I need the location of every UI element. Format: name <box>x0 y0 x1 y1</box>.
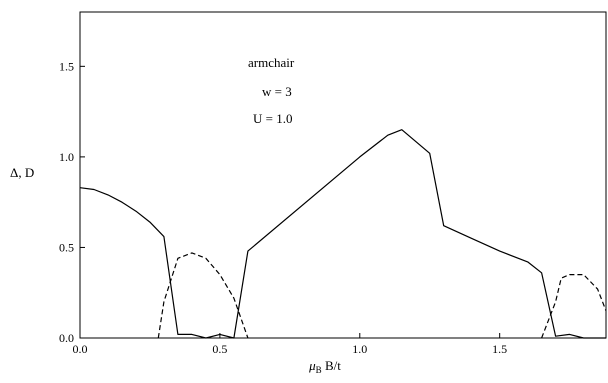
dashed-series-line <box>157 252 249 339</box>
annotation-armchair: armchair <box>248 55 295 70</box>
x-tick-label: 0.5 <box>212 342 227 356</box>
x-tick-label: 1.5 <box>492 342 507 356</box>
x-tick-label: 0.0 <box>73 342 88 356</box>
x-axis-label: μB B/t <box>308 358 341 375</box>
x-axis-label-mu: μ <box>308 358 316 373</box>
ticks <box>79 65 501 339</box>
y-tick-label: 1.5 <box>59 59 74 73</box>
x-axis-label-rest: B/t <box>322 358 342 373</box>
x-tick-label: 1.0 <box>352 342 367 356</box>
plot-frame <box>79 11 607 339</box>
x-axis-label-sub: B <box>316 365 322 375</box>
dashed-series-line <box>541 274 607 339</box>
solid-series-line <box>79 129 606 339</box>
tick-labels: 0.0 0.5 1.0 1.5 0.0 0.5 1.0 1.5 <box>59 59 507 356</box>
y-tick-label: 0.0 <box>59 331 74 345</box>
series-group <box>79 129 607 339</box>
y-tick-label: 0.5 <box>59 240 74 254</box>
y-axis-label: Δ, D <box>10 165 34 180</box>
y-tick-label: 1.0 <box>59 150 74 164</box>
annotation-width: w = 3 <box>262 84 292 99</box>
annotation-u: U = 1.0 <box>253 111 292 126</box>
